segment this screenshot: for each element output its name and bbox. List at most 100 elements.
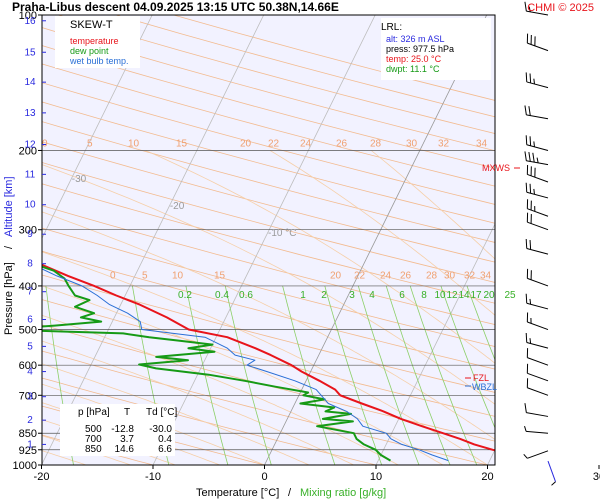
wind-barb-staff — [526, 160, 549, 166]
wind-barb-half-flag — [533, 141, 535, 147]
wind-barb-flag — [525, 293, 528, 304]
mixing-ratio-label: 3 — [349, 290, 355, 301]
x-tick-label: 10 — [370, 471, 382, 483]
x-tick-label: -10 — [145, 471, 161, 483]
altitude-tick-label: 11 — [25, 169, 36, 180]
theta-label: 28 — [370, 138, 382, 149]
isotherm-line — [264, 15, 488, 465]
wind-barb — [547, 460, 556, 486]
y-axis-title-separator: / — [3, 245, 15, 249]
theta-label: 10 — [128, 138, 140, 149]
x-tick-label: 0 — [261, 471, 267, 483]
level-table-cell: 14.6 — [115, 444, 135, 455]
x-axis-title: Temperature [°C] / Mixing ratio [g/kg] — [196, 487, 386, 499]
mixing-ratio-line — [503, 286, 581, 465]
lrl-dewpoint: dwpt: 11.1 °C — [386, 64, 440, 74]
wind-barb-half-flag — [533, 188, 535, 195]
mixing-ratio-label: 14 — [458, 290, 470, 301]
wind-barb-staff — [527, 372, 549, 382]
lrl-altitude: alt: 326 m ASL — [386, 34, 445, 44]
credit-text: CHMI © 2025 — [527, 2, 594, 14]
legend-title: SKEW-T — [70, 19, 113, 31]
plot-frame — [41, 14, 496, 466]
altitude-tick-label: 12 — [24, 140, 36, 151]
wind-barb-flag — [529, 240, 532, 250]
level-table-header-td: Td [°C] — [146, 407, 177, 418]
mixing-ratio-label: 0.4 — [215, 290, 229, 301]
theta-label: 34 — [480, 270, 492, 281]
wind-barb-half-flag — [529, 298, 532, 305]
level-table-cell: 3.7 — [120, 434, 134, 445]
wind-barb-flag — [528, 152, 531, 162]
wind-barb-staff — [526, 302, 549, 310]
wind-barb-flag — [524, 105, 527, 115]
moist-adiabat-line — [42, 340, 354, 465]
theta-label: 0 — [42, 138, 48, 149]
wind-barb-flag — [529, 136, 532, 146]
mixing-ratio-label: 12 — [446, 290, 458, 301]
series-temperature-line — [42, 263, 495, 452]
altitude-tick-label: 14 — [24, 77, 36, 88]
theta-label: 5 — [87, 138, 93, 149]
pressure-tick-label: 1000 — [13, 460, 37, 472]
theta-label: 10 — [172, 270, 184, 281]
wind-barb — [525, 135, 549, 151]
wind-barb-half-flag — [529, 338, 532, 344]
theta-label: 5 — [142, 270, 148, 281]
wind-barb-half-flag — [551, 481, 556, 486]
wind-barb-flag — [529, 73, 532, 83]
isotherm-label: -30 — [72, 174, 87, 185]
pressure-tick-label: 600 — [19, 360, 37, 372]
fzl-label: FZL — [473, 373, 489, 383]
dry-adiabat-line — [42, 82, 495, 205]
wind-barb — [526, 268, 549, 287]
moist-adiabat-line — [145, 150, 495, 364]
theta-label: 24 — [380, 270, 392, 281]
x-axis-title-separator: / — [288, 487, 292, 499]
theta-label: 34 — [476, 138, 488, 149]
mixing-ratio-label: 25 — [504, 290, 516, 301]
mixing-ratio-label: 0.2 — [178, 290, 192, 301]
wind-barb-staff — [527, 321, 549, 331]
level-table-cell: -12.8 — [111, 424, 134, 435]
x-axis-title-mixing: Mixing ratio [g/kg] — [300, 487, 386, 499]
altitude-tick-label: 10 — [24, 200, 36, 211]
level-table-header-t: T — [124, 407, 130, 418]
wind-barb-staff — [527, 208, 549, 217]
wind-barb-flag — [532, 152, 535, 163]
pressure-tick-label: 850 — [19, 428, 37, 440]
theta-label: 20 — [330, 270, 342, 281]
wind-barb — [523, 450, 549, 459]
wind-barb-staff — [527, 42, 549, 52]
altitude-tick-label: 5 — [27, 341, 33, 352]
altitude-tick-label: 16 — [24, 16, 36, 27]
dry-adiabat-line — [42, 250, 495, 370]
legend-item-temperature: temperature — [70, 36, 119, 46]
wind-barb — [526, 312, 549, 331]
x-axis-title-temperature: Temperature [°C] — [196, 487, 279, 499]
wind-barb-half-flag — [523, 453, 528, 459]
theta-label: 30 — [406, 138, 418, 149]
profile-lines — [42, 263, 495, 462]
wind-barb-staff — [527, 173, 549, 183]
y-axis-title-pressure: Pressure [hPa] — [3, 262, 15, 335]
altitude-tick-label: 7 — [27, 287, 33, 298]
wind-barb — [525, 293, 549, 310]
theta-label: 32 — [464, 270, 476, 281]
altitude-tick-label: 6 — [27, 315, 33, 326]
wind-barb — [524, 105, 549, 120]
lrl-title: LRL: — [381, 22, 402, 33]
series-dew-point-line — [42, 265, 392, 462]
wind-barb-flag — [525, 135, 528, 145]
wind-barb-staff — [527, 357, 549, 366]
wind-barb-staff — [526, 412, 549, 417]
wind-barb-half-flag — [524, 426, 527, 432]
theta-label: 24 — [300, 138, 312, 149]
legend-item-wet-bulb: wet bulb temp. — [69, 56, 129, 66]
altitude-tick-label: 8 — [27, 259, 33, 270]
wind-barb — [525, 182, 549, 199]
altitude-tick-label: 3 — [27, 392, 33, 403]
series-wet-bulb-temp-line — [42, 268, 449, 462]
level-table-cell: 0.4 — [158, 434, 172, 445]
